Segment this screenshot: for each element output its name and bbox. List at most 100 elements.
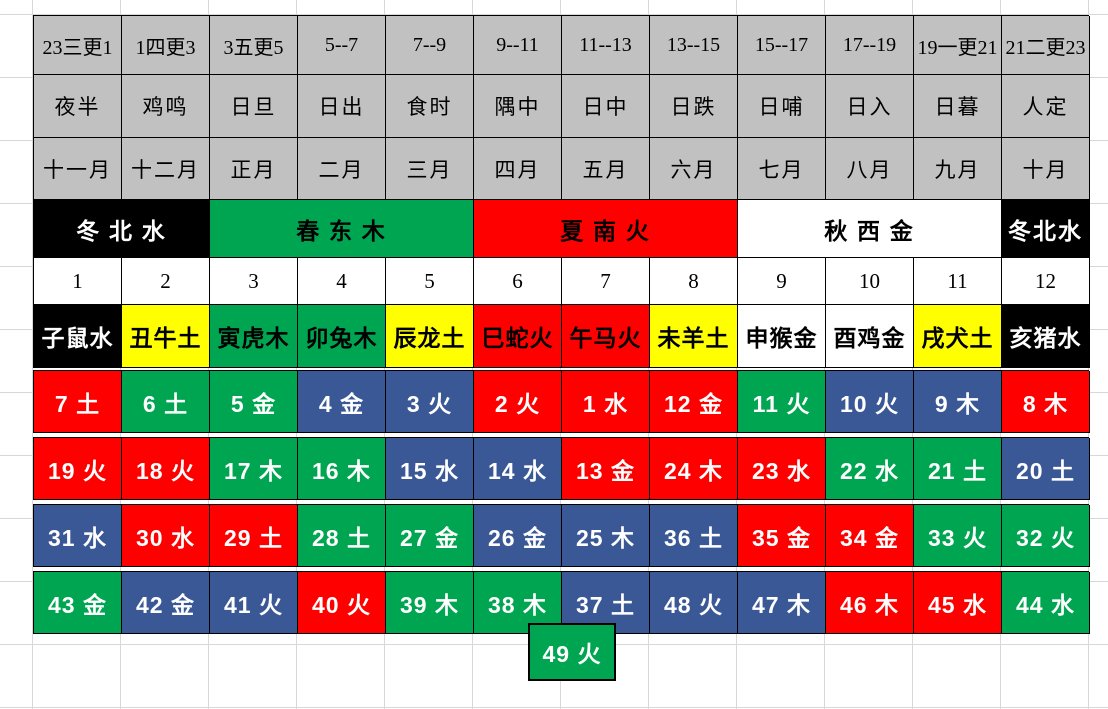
time-name-cell[interactable]: 日暮	[914, 75, 1002, 138]
zodiac-cell[interactable]: 亥猪水	[1002, 305, 1090, 368]
value-cell-49[interactable]: 49 火	[528, 623, 616, 681]
month-cell[interactable]: 十一月	[34, 138, 122, 200]
time-name-cell[interactable]: 日跌	[650, 75, 738, 138]
value-cell[interactable]: 41 火	[210, 572, 298, 634]
time-name-cell[interactable]: 日入	[826, 75, 914, 138]
time-name-cell[interactable]: 日旦	[210, 75, 298, 138]
month-cell[interactable]: 四月	[474, 138, 562, 200]
column-number-cell[interactable]: 4	[298, 258, 386, 305]
month-cell[interactable]: 八月	[826, 138, 914, 200]
zodiac-cell[interactable]: 辰龙土	[386, 305, 474, 368]
value-cell[interactable]: 11 火	[738, 371, 826, 433]
column-number-cell[interactable]: 2	[122, 258, 210, 305]
value-cell[interactable]: 2 火	[474, 371, 562, 433]
zodiac-cell[interactable]: 戌犬土	[914, 305, 1002, 368]
time-range-cell[interactable]: 5--7	[298, 16, 386, 75]
value-cell[interactable]: 3 火	[386, 371, 474, 433]
column-number-cell[interactable]: 8	[650, 258, 738, 305]
month-cell[interactable]: 七月	[738, 138, 826, 200]
time-range-cell[interactable]: 1四更3	[122, 16, 210, 75]
value-cell[interactable]: 18 火	[122, 438, 210, 500]
value-cell[interactable]: 36 土	[650, 505, 738, 567]
month-cell[interactable]: 正月	[210, 138, 298, 200]
time-range-cell[interactable]: 9--11	[474, 16, 562, 75]
value-cell[interactable]: 21 土	[914, 438, 1002, 500]
value-cell[interactable]: 20 土	[1002, 438, 1090, 500]
time-range-cell[interactable]: 21二更23	[1002, 16, 1090, 75]
month-cell[interactable]: 十二月	[122, 138, 210, 200]
season-band-cell[interactable]: 冬北水	[1002, 200, 1090, 258]
time-name-cell[interactable]: 夜半	[34, 75, 122, 138]
value-cell[interactable]: 31 水	[34, 505, 122, 567]
value-cell[interactable]: 29 土	[210, 505, 298, 567]
month-cell[interactable]: 二月	[298, 138, 386, 200]
zodiac-cell[interactable]: 未羊土	[650, 305, 738, 368]
column-number-cell[interactable]: 12	[1002, 258, 1090, 305]
value-cell[interactable]: 8 木	[1002, 371, 1090, 433]
value-cell[interactable]: 16 木	[298, 438, 386, 500]
value-cell[interactable]: 30 水	[122, 505, 210, 567]
time-name-cell[interactable]: 食时	[386, 75, 474, 138]
month-cell[interactable]: 九月	[914, 138, 1002, 200]
value-cell[interactable]: 9 木	[914, 371, 1002, 433]
zodiac-cell[interactable]: 午马火	[562, 305, 650, 368]
column-number-cell[interactable]: 5	[386, 258, 474, 305]
month-cell[interactable]: 六月	[650, 138, 738, 200]
value-cell[interactable]: 1 水	[562, 371, 650, 433]
zodiac-cell[interactable]: 子鼠水	[34, 305, 122, 368]
column-number-cell[interactable]: 3	[210, 258, 298, 305]
value-cell[interactable]: 47 木	[738, 572, 826, 634]
value-cell[interactable]: 23 水	[738, 438, 826, 500]
time-name-cell[interactable]: 隅中	[474, 75, 562, 138]
season-band-cell[interactable]: 春 东 木	[210, 200, 474, 258]
value-cell[interactable]: 12 金	[650, 371, 738, 433]
value-cell[interactable]: 7 土	[34, 371, 122, 433]
value-cell[interactable]: 34 金	[826, 505, 914, 567]
time-name-cell[interactable]: 日中	[562, 75, 650, 138]
month-cell[interactable]: 三月	[386, 138, 474, 200]
value-cell[interactable]: 15 水	[386, 438, 474, 500]
value-cell[interactable]: 45 水	[914, 572, 1002, 634]
value-cell[interactable]: 32 火	[1002, 505, 1090, 567]
value-cell[interactable]: 22 水	[826, 438, 914, 500]
value-cell[interactable]: 14 水	[474, 438, 562, 500]
value-cell[interactable]: 5 金	[210, 371, 298, 433]
month-cell[interactable]: 五月	[562, 138, 650, 200]
zodiac-cell[interactable]: 巳蛇火	[474, 305, 562, 368]
time-range-cell[interactable]: 7--9	[386, 16, 474, 75]
value-cell[interactable]: 6 土	[122, 371, 210, 433]
column-number-cell[interactable]: 10	[826, 258, 914, 305]
value-cell[interactable]: 40 火	[298, 572, 386, 634]
value-cell[interactable]: 10 火	[826, 371, 914, 433]
value-cell[interactable]: 48 火	[650, 572, 738, 634]
column-number-cell[interactable]: 9	[738, 258, 826, 305]
zodiac-cell[interactable]: 卯兔木	[298, 305, 386, 368]
time-range-cell[interactable]: 11--13	[562, 16, 650, 75]
column-number-cell[interactable]: 6	[474, 258, 562, 305]
value-cell[interactable]: 35 金	[738, 505, 826, 567]
zodiac-cell[interactable]: 申猴金	[738, 305, 826, 368]
time-name-cell[interactable]: 日出	[298, 75, 386, 138]
zodiac-cell[interactable]: 寅虎木	[210, 305, 298, 368]
time-range-cell[interactable]: 3五更5	[210, 16, 298, 75]
column-number-cell[interactable]: 11	[914, 258, 1002, 305]
value-cell[interactable]: 26 金	[474, 505, 562, 567]
column-number-cell[interactable]: 1	[34, 258, 122, 305]
value-cell[interactable]: 28 土	[298, 505, 386, 567]
time-range-cell[interactable]: 23三更1	[34, 16, 122, 75]
time-name-cell[interactable]: 鸡鸣	[122, 75, 210, 138]
value-cell[interactable]: 46 木	[826, 572, 914, 634]
season-band-cell[interactable]: 秋 西 金	[738, 200, 1002, 258]
value-cell[interactable]: 42 金	[122, 572, 210, 634]
value-cell[interactable]: 13 金	[562, 438, 650, 500]
season-band-cell[interactable]: 夏 南 火	[474, 200, 738, 258]
season-band-cell[interactable]: 冬 北 水	[34, 200, 210, 258]
value-cell[interactable]: 39 木	[386, 572, 474, 634]
value-cell[interactable]: 4 金	[298, 371, 386, 433]
zodiac-cell[interactable]: 酉鸡金	[826, 305, 914, 368]
value-cell[interactable]: 25 木	[562, 505, 650, 567]
time-range-cell[interactable]: 19一更21	[914, 16, 1002, 75]
time-name-cell[interactable]: 人定	[1002, 75, 1090, 138]
time-range-cell[interactable]: 15--17	[738, 16, 826, 75]
time-range-cell[interactable]: 13--15	[650, 16, 738, 75]
